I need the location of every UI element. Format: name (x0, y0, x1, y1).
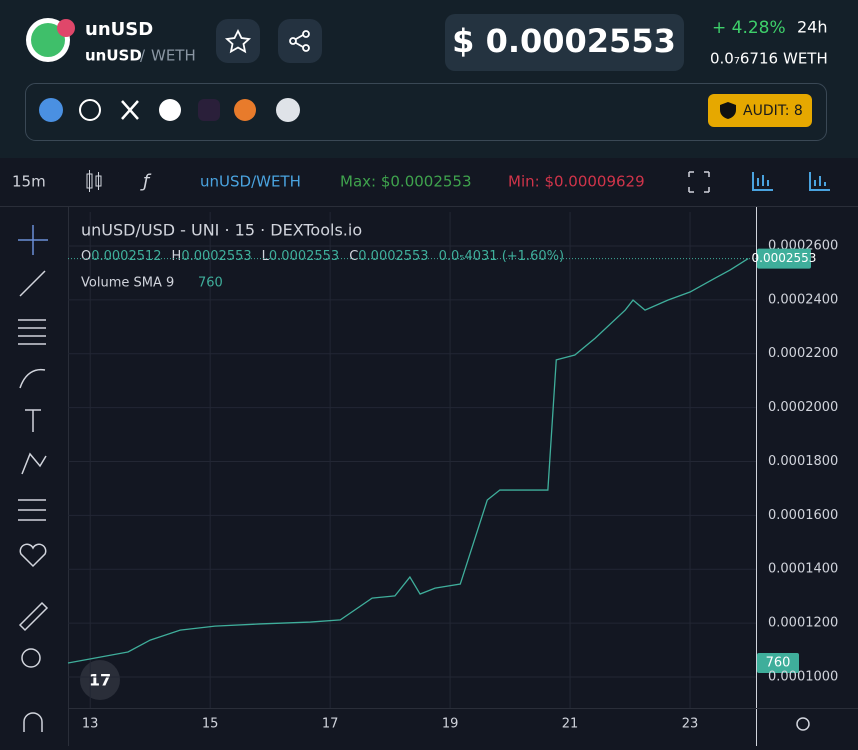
links-box (25, 83, 827, 141)
chart-type-icon[interactable] (752, 172, 773, 191)
header-bg (0, 0, 858, 158)
toolbar (0, 158, 858, 206)
token-logo-inner (31, 23, 65, 57)
fib-tool[interactable] (18, 319, 46, 345)
y-tick-label: 0.0002000 (768, 400, 838, 415)
metamask-link[interactable] (234, 99, 256, 121)
token-name: unUSD (85, 19, 153, 40)
y-tick-label: 0.0001800 (768, 454, 838, 469)
grid (68, 212, 756, 708)
ohlc-key: H (172, 249, 182, 264)
zoom-tool[interactable] (21, 648, 41, 668)
last-price-label: 0.0002553 (752, 251, 817, 265)
share-button[interactable] (278, 19, 322, 63)
price-line (67, 258, 749, 664)
brush-tool[interactable] (19, 368, 46, 389)
share-icon (289, 30, 310, 52)
ohlc-key: O (81, 249, 91, 264)
app-link[interactable] (198, 99, 220, 121)
x-tick-label: 21 (562, 717, 579, 732)
ohlc-value: 0.0002553 (181, 249, 251, 264)
y-tick-label: 0.0002200 (768, 346, 838, 361)
y-tick-label: 0.0001400 (768, 562, 838, 577)
ohlc-legend: O0.0002512 H0.0002553 L0.0002553 C0.0002553… (81, 249, 564, 264)
interval[interactable]: 15m (12, 173, 46, 191)
fullscreen-icon[interactable] (688, 171, 710, 193)
website-link[interactable] (39, 98, 63, 122)
pattern-tool[interactable] (21, 452, 47, 475)
prediction-tool[interactable] (18, 499, 46, 521)
pair-base: unUSD (85, 47, 142, 65)
volume-tag-value: 760 (766, 656, 791, 671)
pair-quote: WETH (151, 47, 196, 65)
magnet-tool[interactable] (23, 712, 43, 732)
change-period: 24h (797, 18, 828, 37)
favorites-tool[interactable] (19, 543, 47, 568)
more-link[interactable] (276, 98, 300, 122)
x-tick-label: 15 (202, 717, 219, 732)
ruler-tool[interactable] (18, 601, 49, 632)
ohlc-value: 0.0002553 (358, 249, 428, 264)
y-tick-label: 0.0001600 (768, 508, 838, 523)
audit-label: AUDIT: 8 (743, 103, 803, 119)
volume-tag (757, 653, 799, 673)
crosshair-tool[interactable] (18, 225, 48, 255)
x-tick-label: 17 (322, 717, 339, 732)
pair-sep: / (140, 47, 146, 65)
min-price: Min: $0.00009629 (508, 173, 645, 191)
x-tick-label: 19 (442, 717, 459, 732)
ohlc-value: 0.0002553 (269, 249, 339, 264)
shield-icon (720, 102, 736, 119)
audit-badge[interactable] (708, 94, 812, 127)
favorite-button[interactable] (216, 19, 260, 63)
volume-value: 760 (198, 276, 223, 291)
ohlc-value: 0.0002512 (91, 249, 161, 264)
toolbar-pair[interactable]: unUSD/WETH (200, 173, 301, 191)
volume-label: Volume SMA 9 (81, 276, 174, 291)
price: $ 0.0002553 (452, 22, 676, 60)
y-tick-label: 0.0002400 (768, 292, 838, 307)
indicators-icon[interactable]: ƒ (140, 171, 152, 192)
chain-badge (57, 19, 75, 37)
price-box (445, 14, 684, 71)
volume-icon[interactable] (809, 172, 830, 191)
candles-icon[interactable] (86, 170, 102, 192)
x-tick-label: 23 (682, 717, 699, 732)
ohlc-key: C (349, 249, 358, 264)
y-tick-label: 0.0001000 (768, 670, 838, 685)
x-tick-label: 13 (82, 717, 99, 732)
ohlc-change: 0.0₅4031 (+1.60%) (439, 249, 564, 264)
x-link[interactable] (121, 100, 139, 120)
text-tool[interactable] (25, 409, 41, 432)
telegram-link[interactable] (159, 99, 181, 121)
settings-icon[interactable] (796, 717, 810, 731)
y-tick-label: 0.0001200 (768, 616, 838, 631)
weth-label: WETH (783, 50, 828, 68)
ohlc-key: L (262, 249, 270, 264)
tv-logo-mark: 17 (89, 671, 111, 690)
last-price-tag (757, 248, 811, 269)
star-icon (224, 28, 252, 54)
price-weth: 0.0₇6716 (710, 50, 778, 68)
web-link[interactable] (79, 99, 101, 121)
max-price: Max: $0.0002553 (340, 173, 472, 191)
trend-line-tool[interactable] (19, 270, 46, 297)
chart-title: unUSD/USD - UNI · 15 · DEXTools.io (81, 221, 362, 240)
price-change: + 4.28% (712, 18, 786, 38)
